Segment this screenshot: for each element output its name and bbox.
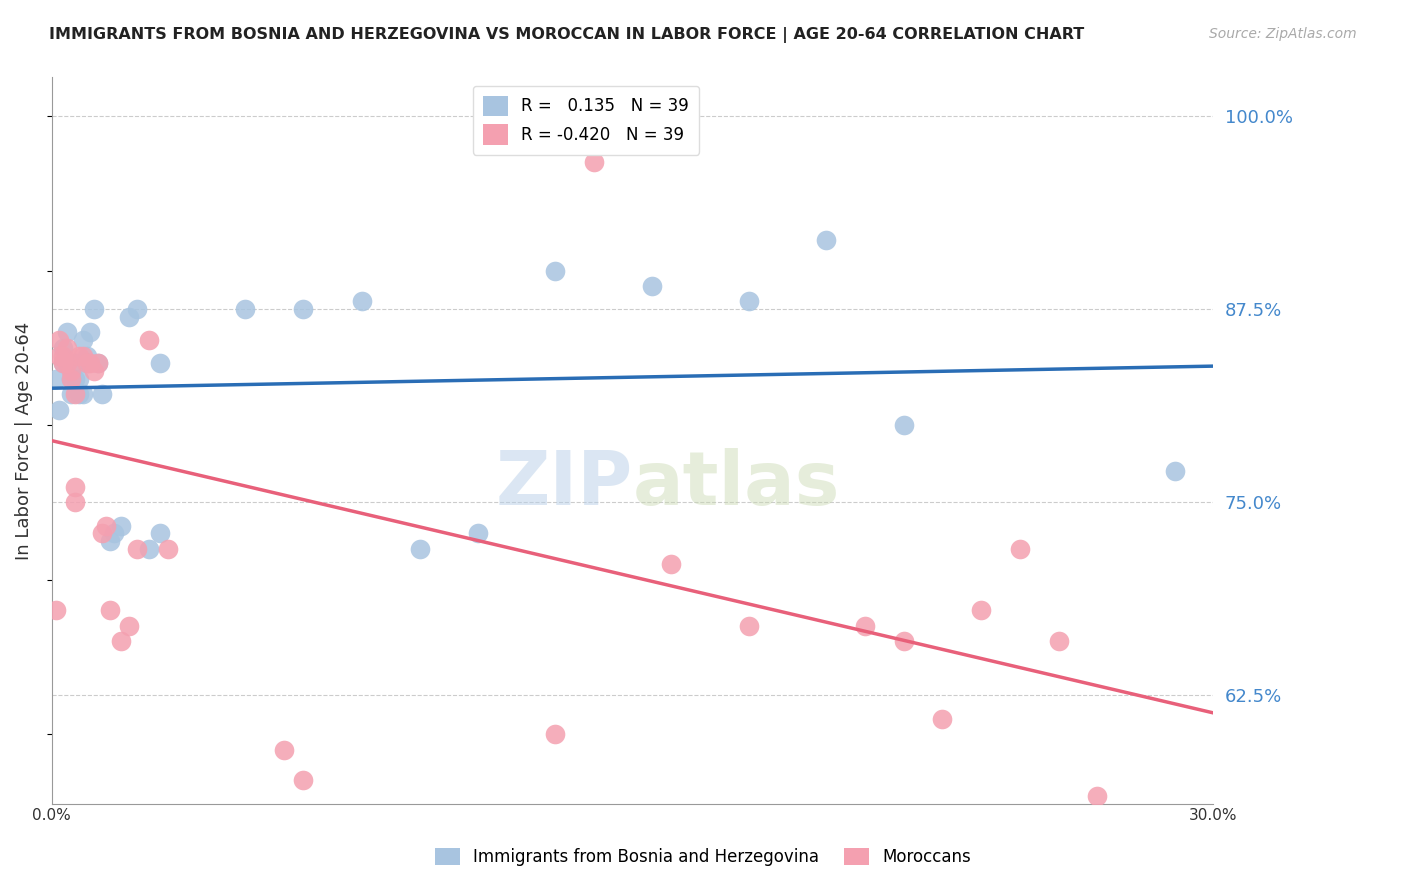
Point xyxy=(52,356,75,370)
Point xyxy=(350,294,373,309)
Point xyxy=(72,387,94,401)
Point xyxy=(110,518,132,533)
Point xyxy=(970,603,993,617)
Point xyxy=(91,526,114,541)
Point xyxy=(149,526,172,541)
Point xyxy=(63,480,86,494)
Point xyxy=(76,356,98,370)
Point xyxy=(63,372,86,386)
Point xyxy=(63,387,86,401)
Point xyxy=(52,356,75,370)
Text: ZIP: ZIP xyxy=(495,448,633,521)
Point xyxy=(91,387,114,401)
Point xyxy=(235,302,257,317)
Point xyxy=(544,727,567,741)
Point xyxy=(110,634,132,648)
Point xyxy=(48,349,70,363)
Legend: Immigrants from Bosnia and Herzegovina, Moroccans: Immigrants from Bosnia and Herzegovina, … xyxy=(426,840,980,875)
Point xyxy=(48,333,70,347)
Point xyxy=(103,526,125,541)
Point xyxy=(67,372,90,386)
Point xyxy=(467,526,489,541)
Point xyxy=(76,349,98,363)
Point xyxy=(45,372,67,386)
Point xyxy=(738,294,761,309)
Point xyxy=(292,773,315,788)
Point xyxy=(893,418,915,433)
Y-axis label: In Labor Force | Age 20-64: In Labor Force | Age 20-64 xyxy=(15,321,32,559)
Point xyxy=(118,619,141,633)
Point xyxy=(60,387,83,401)
Point xyxy=(582,155,605,169)
Point xyxy=(125,302,148,317)
Point xyxy=(815,233,838,247)
Point xyxy=(98,533,121,548)
Point xyxy=(56,356,79,370)
Point xyxy=(138,333,160,347)
Point xyxy=(63,356,86,370)
Point xyxy=(67,349,90,363)
Point xyxy=(60,372,83,386)
Point xyxy=(48,402,70,417)
Point xyxy=(63,495,86,509)
Point xyxy=(893,634,915,648)
Point xyxy=(1085,789,1108,803)
Point xyxy=(45,603,67,617)
Point xyxy=(738,619,761,633)
Point xyxy=(87,356,110,370)
Text: atlas: atlas xyxy=(633,448,839,521)
Point xyxy=(1008,541,1031,556)
Point xyxy=(292,302,315,317)
Point xyxy=(94,518,117,533)
Legend: R =   0.135   N = 39, R = -0.420   N = 39: R = 0.135 N = 39, R = -0.420 N = 39 xyxy=(472,86,699,155)
Point xyxy=(641,279,664,293)
Point xyxy=(83,364,105,378)
Point xyxy=(118,310,141,324)
Point xyxy=(98,603,121,617)
Point xyxy=(83,302,105,317)
Point xyxy=(67,387,90,401)
Text: IMMIGRANTS FROM BOSNIA AND HERZEGOVINA VS MOROCCAN IN LABOR FORCE | AGE 20-64 CO: IMMIGRANTS FROM BOSNIA AND HERZEGOVINA V… xyxy=(49,27,1084,43)
Point xyxy=(79,356,101,370)
Point xyxy=(931,712,953,726)
Point xyxy=(273,742,295,756)
Point xyxy=(79,326,101,340)
Point xyxy=(72,349,94,363)
Point xyxy=(149,356,172,370)
Point xyxy=(76,356,98,370)
Point xyxy=(60,364,83,378)
Point xyxy=(52,349,75,363)
Point xyxy=(544,263,567,277)
Point xyxy=(52,341,75,355)
Point xyxy=(72,333,94,347)
Point xyxy=(60,372,83,386)
Point xyxy=(125,541,148,556)
Point xyxy=(87,356,110,370)
Point xyxy=(138,541,160,556)
Point xyxy=(56,326,79,340)
Point xyxy=(853,619,876,633)
Point xyxy=(659,557,682,571)
Point xyxy=(408,541,430,556)
Point xyxy=(1164,465,1187,479)
Text: Source: ZipAtlas.com: Source: ZipAtlas.com xyxy=(1209,27,1357,41)
Point xyxy=(156,541,179,556)
Point xyxy=(56,341,79,355)
Point xyxy=(56,356,79,370)
Point xyxy=(1047,634,1070,648)
